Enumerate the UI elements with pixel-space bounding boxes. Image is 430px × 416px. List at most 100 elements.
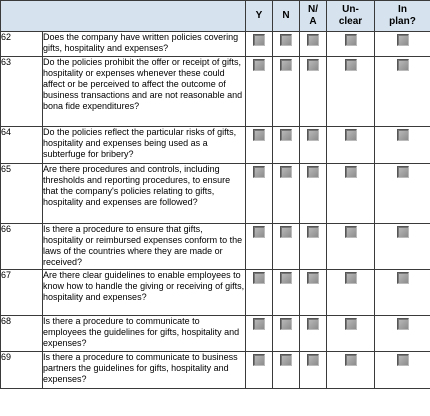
checkbox-n[interactable] — [280, 59, 292, 71]
checkbox-n[interactable] — [280, 318, 292, 330]
cell-n — [272, 126, 300, 164]
cell-unclear — [326, 315, 375, 352]
checkbox-y[interactable] — [253, 59, 265, 71]
question-number: 66 — [0, 223, 43, 270]
checkbox-na[interactable] — [307, 129, 319, 141]
header-in-plan-label: In plan? — [389, 4, 416, 27]
table-row: 64 Do the policies reflect the particular… — [0, 126, 430, 164]
checkbox-na[interactable] — [307, 272, 319, 284]
checkbox-in-plan[interactable] — [396, 318, 409, 330]
checkbox-na[interactable] — [307, 59, 319, 71]
cell-n — [272, 163, 300, 224]
checkbox-unclear[interactable] — [344, 318, 357, 330]
checkbox-n[interactable] — [280, 129, 292, 141]
checkbox-in-plan[interactable] — [396, 226, 409, 238]
question-text: Do the policies reflect the particular r… — [42, 126, 246, 164]
cell-n — [272, 31, 300, 57]
cell-y — [245, 56, 273, 127]
header-unclear-label: Un- clear — [338, 4, 363, 27]
checkbox-na[interactable] — [307, 226, 319, 238]
header-y-label: Y — [255, 10, 263, 21]
checkbox-na[interactable] — [307, 318, 319, 330]
cell-y — [245, 126, 273, 164]
checkbox-unclear[interactable] — [344, 129, 357, 141]
checkbox-in-plan[interactable] — [396, 59, 409, 71]
checkbox-in-plan[interactable] — [396, 129, 409, 141]
question-text: Do the policies prohibit the offer or re… — [42, 56, 246, 127]
cell-y — [245, 351, 273, 389]
cell-in-plan — [374, 223, 430, 270]
question-number: 62 — [0, 31, 43, 57]
checkbox-unclear[interactable] — [344, 59, 357, 71]
checkbox-y[interactable] — [253, 129, 265, 141]
checkbox-unclear[interactable] — [344, 226, 357, 238]
cell-na — [299, 31, 327, 57]
header-n-label: N — [282, 10, 290, 21]
cell-unclear — [326, 351, 375, 389]
question-number: 68 — [0, 315, 43, 352]
checkbox-y[interactable] — [253, 272, 265, 284]
question-number: 64 — [0, 126, 43, 164]
cell-n — [272, 315, 300, 352]
checkbox-n[interactable] — [280, 166, 292, 178]
checkbox-y[interactable] — [253, 318, 265, 330]
cell-in-plan — [374, 56, 430, 127]
table-row: 69 Is there a procedure to communicate to… — [0, 351, 430, 389]
question-text: Are there procedures and controls, inclu… — [42, 163, 246, 224]
header-blank — [0, 0, 246, 32]
checkbox-na[interactable] — [307, 354, 319, 366]
header-unclear: Un- clear — [326, 0, 375, 32]
checkbox-unclear[interactable] — [344, 354, 357, 366]
question-text: Is there a procedure to ensure that gift… — [42, 223, 246, 270]
cell-y — [245, 163, 273, 224]
cell-na — [299, 351, 327, 389]
cell-in-plan — [374, 315, 430, 352]
table-row: 67 Are there clear guidelines to enable e… — [0, 269, 430, 316]
checkbox-unclear[interactable] — [344, 272, 357, 284]
checkbox-in-plan[interactable] — [396, 34, 409, 46]
header-in-plan: In plan? — [374, 0, 430, 32]
cell-in-plan — [374, 31, 430, 57]
cell-y — [245, 223, 273, 270]
table-row: 63 Do the policies prohibit the offer or … — [0, 56, 430, 127]
checkbox-na[interactable] — [307, 34, 319, 46]
cell-unclear — [326, 126, 375, 164]
checkbox-in-plan[interactable] — [396, 166, 409, 178]
table-row: 66 Is there a procedure to ensure that gi… — [0, 223, 430, 270]
checkbox-y[interactable] — [253, 166, 265, 178]
checkbox-n[interactable] — [280, 34, 292, 46]
cell-y — [245, 269, 273, 316]
table-row: 65 Are there procedures and controls, inc… — [0, 163, 430, 224]
cell-unclear — [326, 269, 375, 316]
checkbox-in-plan[interactable] — [396, 354, 409, 366]
question-text: Does the company have written policies c… — [42, 31, 246, 57]
cell-na — [299, 315, 327, 352]
cell-na — [299, 56, 327, 127]
cell-in-plan — [374, 351, 430, 389]
checkbox-y[interactable] — [253, 354, 265, 366]
checklist-table: Y N N/ A Un- clear In plan? 62 Does the c… — [0, 0, 430, 389]
cell-in-plan — [374, 163, 430, 224]
question-number: 65 — [0, 163, 43, 224]
header-na-label: N/ A — [308, 4, 318, 27]
checkbox-n[interactable] — [280, 226, 292, 238]
header-y: Y — [245, 0, 273, 32]
checkbox-n[interactable] — [280, 354, 292, 366]
header-na: N/ A — [299, 0, 327, 32]
checkbox-n[interactable] — [280, 272, 292, 284]
question-number: 69 — [0, 351, 43, 389]
checkbox-na[interactable] — [307, 166, 319, 178]
checkbox-unclear[interactable] — [344, 34, 357, 46]
checkbox-y[interactable] — [253, 226, 265, 238]
question-number: 63 — [0, 56, 43, 127]
cell-na — [299, 223, 327, 270]
cell-n — [272, 56, 300, 127]
cell-na — [299, 126, 327, 164]
cell-unclear — [326, 223, 375, 270]
checkbox-in-plan[interactable] — [396, 272, 409, 284]
cell-in-plan — [374, 126, 430, 164]
checkbox-unclear[interactable] — [344, 166, 357, 178]
question-text: Are there clear guidelines to enable emp… — [42, 269, 246, 316]
checkbox-y[interactable] — [253, 34, 265, 46]
